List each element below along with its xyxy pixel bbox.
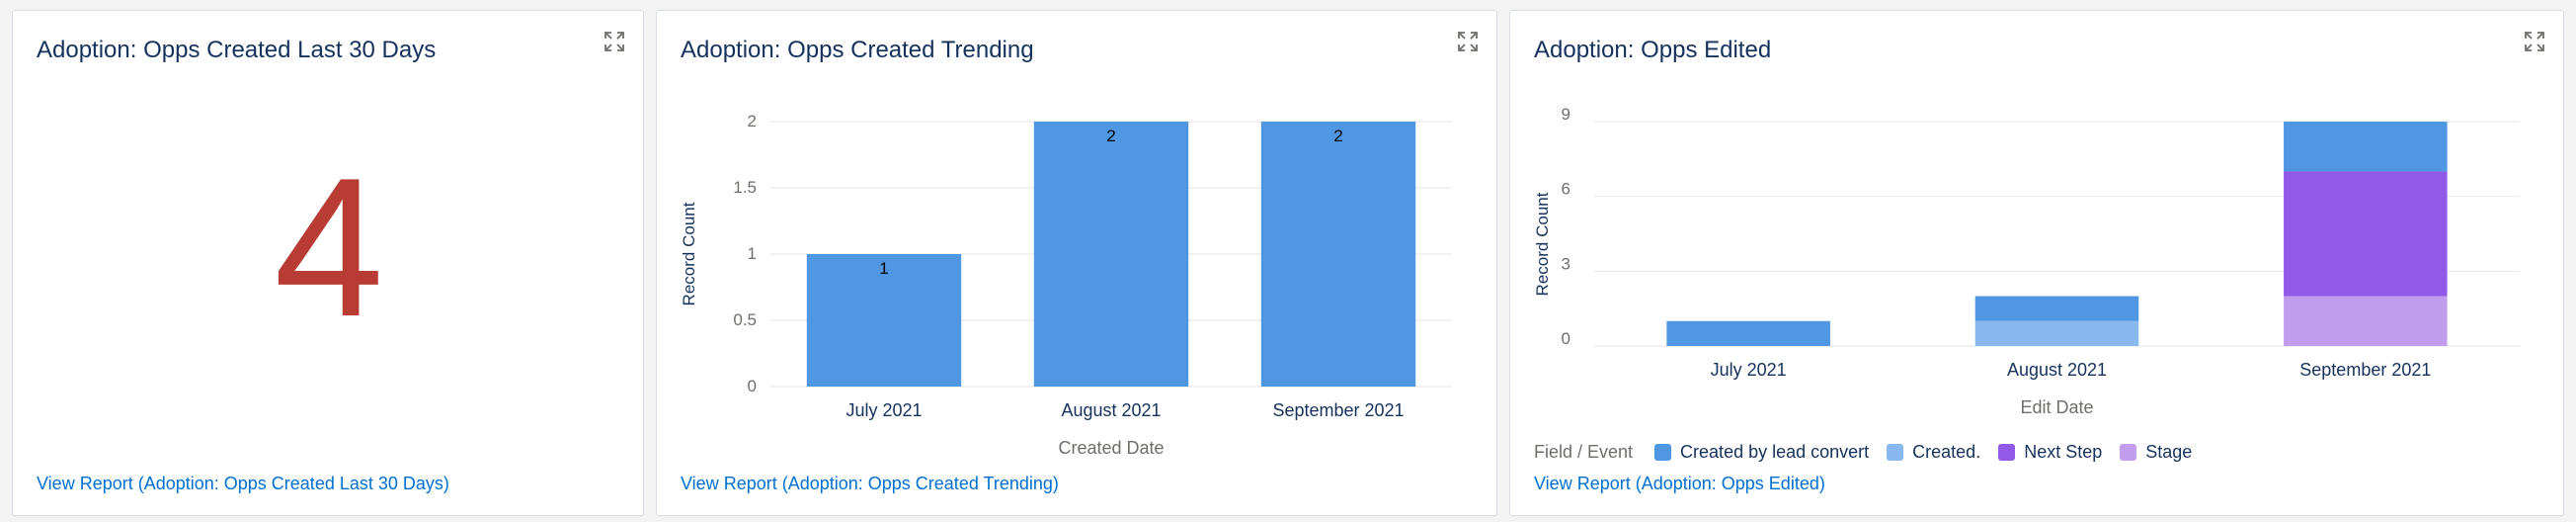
view-report-link[interactable]: View Report (Adoption: Opps Edited): [1534, 474, 1825, 493]
card-title: Adoption: Opps Edited: [1534, 37, 1772, 63]
card-opps-edited: Adoption: Opps Edited 0 3 6 9 July 2021 Augus…: [1509, 10, 2564, 516]
x-tick-label: September 2021: [1272, 400, 1404, 420]
y-tick-label: 0.5: [733, 310, 757, 329]
data-label: 1: [879, 259, 888, 278]
view-report-link[interactable]: View Report (Adoption: Opps Created Tren…: [681, 474, 1059, 493]
legend-swatch: [1887, 444, 1904, 461]
bar-segment: [2284, 296, 2448, 346]
legend-item[interactable]: Created by lead convert: [1654, 442, 1869, 463]
y-axis-label: Record Count: [1533, 192, 1552, 296]
y-tick-label: 2: [748, 112, 757, 130]
data-label: 2: [1333, 127, 1342, 145]
y-tick-label: 9: [1562, 105, 1570, 124]
bar-segment: [1974, 320, 2139, 346]
y-tick-label: 0: [748, 377, 757, 395]
legend-item[interactable]: Created.: [1887, 442, 1980, 463]
legend-swatch: [1998, 444, 2016, 461]
x-tick-label: July 2021: [1711, 360, 1787, 380]
x-tick-label: August 2021: [1061, 400, 1161, 420]
legend-label: Created by lead convert: [1680, 442, 1870, 462]
legend-item[interactable]: Stage: [2120, 442, 2192, 463]
y-tick-label: 1: [748, 244, 757, 263]
bar-segment: [1666, 320, 1830, 346]
legend-title: Field / Event: [1534, 442, 1634, 462]
bar-segment: [1974, 296, 2139, 321]
legend-label: Next Step: [2024, 442, 2103, 462]
x-axis-label: Edit Date: [2020, 397, 2093, 417]
bar: [806, 254, 962, 387]
card-opps-created-trending: Adoption: Opps Created Trending 0 0.5 1 1.5…: [656, 10, 1497, 516]
y-tick-label: 3: [1562, 254, 1570, 273]
expand-icon[interactable]: [1457, 31, 1479, 52]
bar: [1033, 122, 1189, 387]
bar-segment: [2284, 122, 2448, 172]
y-axis-label: Record Count: [680, 202, 698, 305]
chart-legend: Field / Event Created by lead convert Cre…: [1534, 442, 2210, 463]
y-tick-label: 6: [1562, 180, 1570, 199]
legend-label: Stage: [2145, 442, 2193, 462]
expand-icon[interactable]: [2524, 31, 2545, 52]
x-axis-label: Created Date: [1058, 438, 1164, 458]
y-tick-label: 0: [1562, 329, 1570, 348]
legend-item[interactable]: Next Step: [1998, 442, 2102, 463]
x-tick-label: July 2021: [845, 400, 922, 420]
y-tick-label: 1.5: [733, 178, 757, 197]
stacked-bar-chart-opps-edited: 0 3 6 9 July 2021 August 2021 September 2021 Ed…: [1533, 105, 2520, 417]
x-tick-label: August 2021: [2007, 360, 2107, 380]
card-title: Adoption: Opps Created Last 30 Days: [37, 37, 437, 63]
legend-label: Created.: [1912, 442, 1981, 462]
view-report-link[interactable]: View Report (Adoption: Opps Created Last…: [37, 474, 449, 493]
bar-segment: [2284, 171, 2448, 297]
x-tick-label: September 2021: [2299, 360, 2431, 380]
data-label: 2: [1106, 127, 1115, 145]
card-opps-created-last-30-days: Adoption: Opps Created Last 30 Days 4 Vi…: [12, 10, 644, 516]
metric-value: 4: [274, 137, 384, 358]
legend-swatch: [2120, 444, 2137, 461]
card-title: Adoption: Opps Created Trending: [681, 37, 1034, 63]
legend-swatch: [1654, 444, 1672, 461]
expand-icon[interactable]: [604, 31, 625, 52]
bar-chart-opps-created-trending: 0 0.5 1 1.5 2 1 July 2021 2 August 2021 2 Septembe…: [680, 112, 1452, 458]
bar: [1260, 122, 1416, 387]
